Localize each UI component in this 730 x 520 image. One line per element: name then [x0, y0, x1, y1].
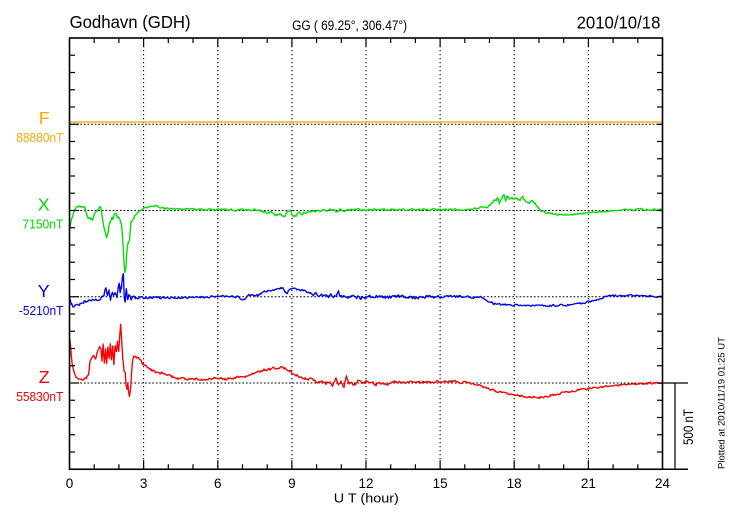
svg-text:Godhavn (GDH): Godhavn (GDH): [70, 12, 191, 32]
svg-text:55830nT: 55830nT: [16, 389, 63, 404]
svg-text:Y: Y: [38, 281, 50, 301]
svg-text:GG ( 69.25°, 306.47°): GG ( 69.25°, 306.47°): [292, 18, 407, 34]
svg-text:9: 9: [288, 476, 296, 491]
svg-text:6: 6: [214, 476, 222, 491]
svg-text:2010/10/18: 2010/10/18: [577, 12, 661, 32]
svg-text:500 nT: 500 nT: [681, 409, 696, 445]
svg-text:15: 15: [433, 476, 448, 491]
svg-text:7150nT: 7150nT: [22, 217, 63, 232]
svg-text:-5210nT: -5210nT: [19, 303, 64, 318]
svg-text:X: X: [38, 195, 50, 215]
svg-text:3: 3: [140, 476, 148, 491]
svg-text:Plotted at 2010/11/19 01:25 UT: Plotted at 2010/11/19 01:25 UT: [717, 336, 727, 469]
svg-text:18: 18: [507, 476, 522, 491]
svg-text:88880nT: 88880nT: [16, 130, 63, 145]
svg-text:24: 24: [655, 476, 671, 491]
svg-text:12: 12: [358, 476, 373, 491]
svg-text:0: 0: [66, 476, 74, 491]
svg-text:U T (hour): U T (hour): [334, 491, 399, 506]
svg-text:21: 21: [581, 476, 596, 491]
svg-text:Z: Z: [39, 367, 50, 387]
svg-text:F: F: [39, 108, 50, 128]
